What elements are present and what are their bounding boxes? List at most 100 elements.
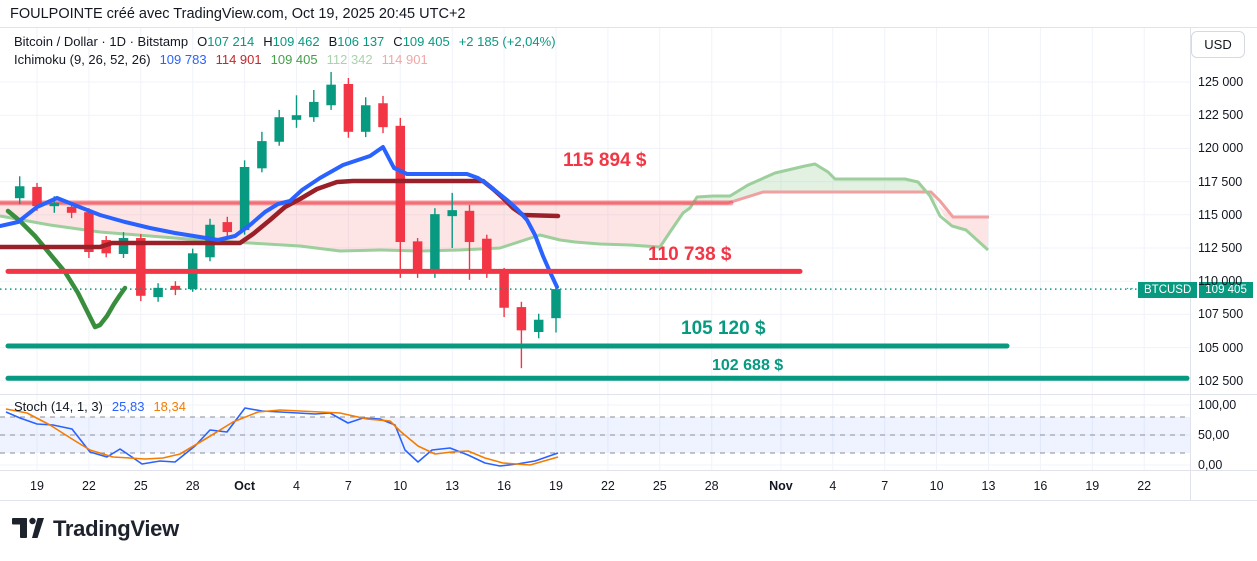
- candle-body: [395, 125, 406, 243]
- kumo-cloud-bullish: [683, 164, 938, 213]
- time-axis-label: 10: [929, 479, 944, 493]
- stoch-axis-label: 0,00: [1198, 458, 1223, 472]
- change-value: +2 185 (+2,04%): [458, 34, 556, 49]
- tenkan-line: [0, 145, 559, 289]
- candle-body: [66, 206, 77, 213]
- time-axis-label: 16: [1033, 479, 1048, 493]
- level-label[interactable]: 105 120 $: [681, 318, 766, 339]
- candle-body: [309, 101, 319, 118]
- time-axis-label: 22: [81, 479, 96, 493]
- time-axis-label: Oct: [234, 479, 256, 493]
- ichimoku-value: 112 342: [326, 52, 373, 67]
- ohlc-values: O107 214 H109 462 B106 137 C109 405: [197, 34, 450, 49]
- chikou-line: [5, 208, 128, 330]
- page-title: FOULPOINTE créé avec TradingView.com, Oc…: [10, 6, 466, 22]
- candle-body: [464, 210, 475, 243]
- stoch-d-value: 18,34: [153, 399, 186, 414]
- price-axis-label: 117 500: [1198, 174, 1243, 189]
- ichimoku-name[interactable]: Ichimoku (9, 26, 52, 26): [14, 52, 151, 67]
- price-axis-label: 112 500: [1198, 241, 1243, 255]
- candle-body: [32, 186, 42, 207]
- candle-body: [499, 273, 509, 308]
- last-price-badge: BTCUSD 109 405: [1138, 282, 1253, 298]
- time-axis-divider: [0, 470, 1257, 471]
- candle-body: [222, 222, 233, 233]
- price-axis-label: 122 500: [1198, 108, 1244, 123]
- price-line-dots-icon: ··: [1126, 283, 1135, 294]
- ohlc-item: B106 137: [328, 34, 385, 49]
- level-label[interactable]: 102 688 $: [712, 357, 784, 374]
- candle-body: [343, 83, 354, 132]
- stoch-k-value: 25,83: [111, 399, 145, 414]
- level-label[interactable]: 115 894 $: [563, 150, 647, 171]
- stoch-legend[interactable]: Stoch (14, 1, 3) 25,83 18,34: [14, 399, 186, 414]
- candle-body: [14, 186, 25, 199]
- candle-body: [412, 241, 423, 272]
- candle-body: [482, 238, 492, 274]
- time-axis-label: 22: [1137, 479, 1152, 493]
- time-axis-label: 22: [600, 479, 615, 493]
- candle-body: [326, 84, 336, 106]
- time-axis-label: 16: [497, 479, 512, 493]
- header-divider: [0, 27, 1257, 28]
- level-label[interactable]: 110 738 $: [648, 244, 732, 265]
- time-axis-label: 13: [445, 479, 460, 493]
- stoch-k-line: [5, 407, 559, 467]
- ichimoku-value: 114 901: [215, 52, 262, 67]
- ichimoku-value: 109 405: [270, 52, 318, 67]
- candle-body: [447, 210, 457, 217]
- candle-body: [551, 289, 561, 319]
- kumo-cloud-bearish: [0, 205, 683, 251]
- time-axis-label: 28: [704, 479, 719, 493]
- time-axis-label: 7: [881, 479, 889, 493]
- time-axis-label: 19: [1085, 479, 1100, 493]
- time-axis-label: 19: [549, 479, 563, 493]
- senkou-b-line: [0, 162, 990, 253]
- time-axis-label: 28: [185, 479, 200, 493]
- price-axis-label: 120 000: [1198, 141, 1244, 156]
- badge-price: 109 405: [1199, 282, 1253, 298]
- candle-body: [136, 238, 146, 296]
- candle-body: [533, 319, 544, 332]
- ohlc-item: H109 462: [263, 34, 320, 49]
- time-axis-label: 19: [30, 479, 44, 493]
- time-axis-label: 4: [829, 479, 837, 493]
- candle-body: [118, 238, 129, 254]
- price-axis-label: 115 000: [1198, 207, 1243, 222]
- ichimoku-legend[interactable]: Ichimoku (9, 26, 52, 26) 109 783 114 901 1…: [14, 52, 428, 67]
- ichimoku-value: 114 901: [381, 52, 428, 67]
- ichimoku-values: 109 783 114 901 109 405 112 342 114 901: [160, 52, 428, 67]
- candle-body: [430, 214, 440, 272]
- ohlc-item: O107 214: [197, 34, 255, 49]
- tradingview-logo[interactable]: TradingView: [12, 516, 179, 542]
- bottom-divider: [0, 500, 1257, 501]
- price-axis-label: 102 500: [1198, 373, 1244, 388]
- symbol-name[interactable]: Bitcoin / Dollar · 1D · Bitstamp: [14, 34, 189, 49]
- candle-body: [378, 103, 388, 128]
- time-axis-label: 4: [293, 479, 300, 493]
- currency-toggle-button[interactable]: USD: [1191, 31, 1245, 58]
- ohlc-item: C109 405: [393, 34, 450, 49]
- pane-divider[interactable]: [0, 394, 1257, 395]
- time-axis-label: 25: [133, 479, 148, 493]
- badge-symbol: BTCUSD: [1138, 282, 1198, 298]
- candle-body: [257, 141, 267, 169]
- symbol-legend[interactable]: Bitcoin / Dollar · 1D · Bitstamp O107 21…: [14, 34, 556, 49]
- tradingview-logo-text: TradingView: [53, 516, 179, 541]
- ichimoku-value: 109 783: [159, 52, 207, 67]
- time-axis-label: Nov: [769, 479, 793, 493]
- senkou-a-line: [0, 190, 989, 219]
- candle-body: [170, 285, 181, 290]
- price-axis-label: 107 500: [1198, 307, 1244, 322]
- candle-body: [153, 287, 163, 298]
- candle-body: [291, 115, 302, 120]
- stoch-name[interactable]: Stoch (14, 1, 3): [14, 399, 103, 414]
- candle-body: [274, 117, 284, 142]
- price-axis-divider: [1190, 28, 1191, 500]
- candle-body: [516, 307, 527, 331]
- stoch-axis-label: 100,00: [1198, 398, 1237, 412]
- price-axis-label: 125 000: [1198, 75, 1244, 89]
- price-axis-label: 105 000: [1198, 340, 1244, 355]
